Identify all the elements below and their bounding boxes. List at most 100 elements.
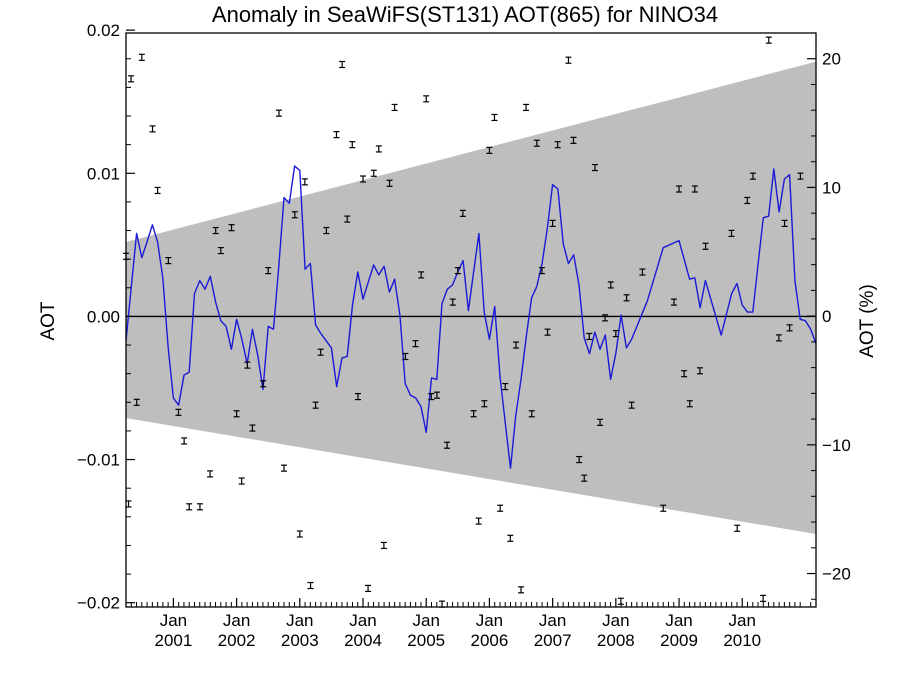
error-bar-point bbox=[260, 380, 267, 388]
confidence-band-group bbox=[126, 61, 816, 534]
error-bar-point bbox=[481, 400, 488, 408]
error-bar-point bbox=[228, 224, 235, 232]
error-bar-point bbox=[133, 398, 140, 406]
error-bar-point bbox=[475, 517, 482, 525]
x-tick-month-label: Jan bbox=[223, 611, 250, 630]
error-bar-point bbox=[507, 534, 514, 542]
error-bars-group bbox=[123, 36, 804, 608]
error-bar-point bbox=[238, 477, 245, 485]
x-tick-month-label: Jan bbox=[413, 611, 440, 630]
error-bar-point bbox=[607, 281, 614, 289]
error-bar-point bbox=[207, 470, 214, 478]
error-bar-point bbox=[602, 314, 609, 322]
error-bar-point bbox=[391, 103, 398, 112]
error-bar-point bbox=[696, 367, 703, 375]
error-bar-point bbox=[165, 256, 172, 265]
error-bar-point bbox=[386, 179, 393, 187]
error-bar-point bbox=[681, 370, 688, 378]
error-bar-point bbox=[433, 391, 440, 399]
error-bar-point bbox=[786, 324, 793, 332]
chart-title: Anomaly in SeaWiFS(ST131) AOT(865) for N… bbox=[212, 2, 718, 27]
error-bar-point bbox=[518, 586, 525, 594]
error-bar-point bbox=[138, 53, 145, 61]
error-bar-point bbox=[676, 185, 683, 193]
x-tick-month-label: Jan bbox=[602, 611, 629, 630]
x-tick-year-label: 2008 bbox=[597, 631, 635, 650]
error-bar-point bbox=[470, 410, 477, 418]
error-bar-point bbox=[581, 474, 588, 482]
error-bar-point bbox=[428, 392, 435, 401]
error-bar-point bbox=[660, 504, 667, 512]
error-bar-point bbox=[275, 109, 282, 117]
error-bar-point bbox=[486, 146, 493, 154]
error-bar-point bbox=[349, 141, 356, 149]
y-right-tick-label: −20 bbox=[822, 565, 851, 584]
x-tick-year-label: 2005 bbox=[407, 631, 445, 650]
y-left-tick-label: 0.01 bbox=[87, 164, 120, 183]
error-bar-point bbox=[344, 215, 351, 223]
error-bar-point bbox=[797, 172, 804, 180]
error-bar-point bbox=[591, 163, 598, 172]
error-bar-point bbox=[570, 136, 577, 144]
error-bar-point bbox=[544, 328, 551, 336]
error-bar-point bbox=[154, 186, 161, 195]
error-bar-point bbox=[233, 410, 240, 418]
error-bar-point bbox=[686, 400, 693, 408]
error-bar-point bbox=[728, 229, 735, 237]
y-right-tick-label: 0 bbox=[822, 307, 831, 326]
x-tick-year-label: 2002 bbox=[218, 631, 256, 650]
error-bar-point bbox=[781, 219, 788, 227]
x-tick-year-label: 2009 bbox=[660, 631, 698, 650]
error-bar-point bbox=[365, 584, 372, 592]
error-bar-point bbox=[670, 298, 677, 306]
error-bar-point bbox=[418, 271, 425, 279]
error-bar-point bbox=[175, 408, 182, 416]
error-bar-point bbox=[502, 382, 509, 391]
error-bar-point bbox=[734, 524, 741, 532]
error-bar-point bbox=[554, 141, 561, 149]
x-tick-year-label: 2007 bbox=[534, 631, 572, 650]
error-bar-point bbox=[281, 464, 288, 472]
error-bar-point bbox=[565, 56, 572, 64]
x-tick-month-label: Jan bbox=[160, 611, 187, 630]
error-bar-point bbox=[533, 139, 540, 147]
error-bar-point bbox=[181, 437, 188, 445]
error-bar-point bbox=[760, 594, 767, 603]
error-bar-point bbox=[360, 175, 367, 183]
x-tick-month-label: Jan bbox=[286, 611, 313, 630]
x-tick-month-label: Jan bbox=[729, 611, 756, 630]
x-tick-year-label: 2006 bbox=[471, 631, 509, 650]
error-bar-point bbox=[491, 113, 498, 122]
y-left-tick-label: −0.01 bbox=[77, 451, 120, 470]
y-left-tick-label: −0.02 bbox=[77, 594, 120, 613]
error-bar-point bbox=[323, 226, 330, 235]
y-axis-label-right: AOT (%) bbox=[857, 284, 878, 358]
error-bar-point bbox=[765, 36, 772, 44]
error-bar-point bbox=[744, 196, 751, 205]
error-bar-point bbox=[412, 340, 419, 348]
y-axis-label-left: AOT bbox=[38, 301, 59, 340]
error-bar-point bbox=[333, 131, 340, 139]
error-bar-point bbox=[196, 503, 203, 511]
error-bar-point bbox=[301, 178, 308, 186]
error-bar-point bbox=[128, 75, 135, 83]
error-bar-point bbox=[312, 401, 319, 409]
error-bar-point bbox=[423, 95, 430, 103]
error-bar-point bbox=[296, 530, 303, 538]
error-bar-point bbox=[454, 267, 461, 275]
error-bar-point bbox=[217, 246, 224, 255]
error-bar-point bbox=[497, 504, 504, 512]
error-bar-point bbox=[623, 294, 630, 302]
error-bar-point bbox=[628, 401, 635, 409]
error-bar-point bbox=[449, 298, 456, 306]
y-right-tick-label: 20 bbox=[822, 50, 841, 69]
confidence-band bbox=[126, 61, 816, 534]
error-bar-point bbox=[749, 172, 756, 180]
error-bar-point bbox=[380, 541, 387, 550]
y-right-tick-label: −10 bbox=[822, 436, 851, 455]
error-bar-point bbox=[265, 267, 272, 275]
error-bar-point bbox=[249, 424, 256, 432]
error-bar-point bbox=[212, 226, 219, 235]
anomaly-line bbox=[125, 165, 817, 469]
